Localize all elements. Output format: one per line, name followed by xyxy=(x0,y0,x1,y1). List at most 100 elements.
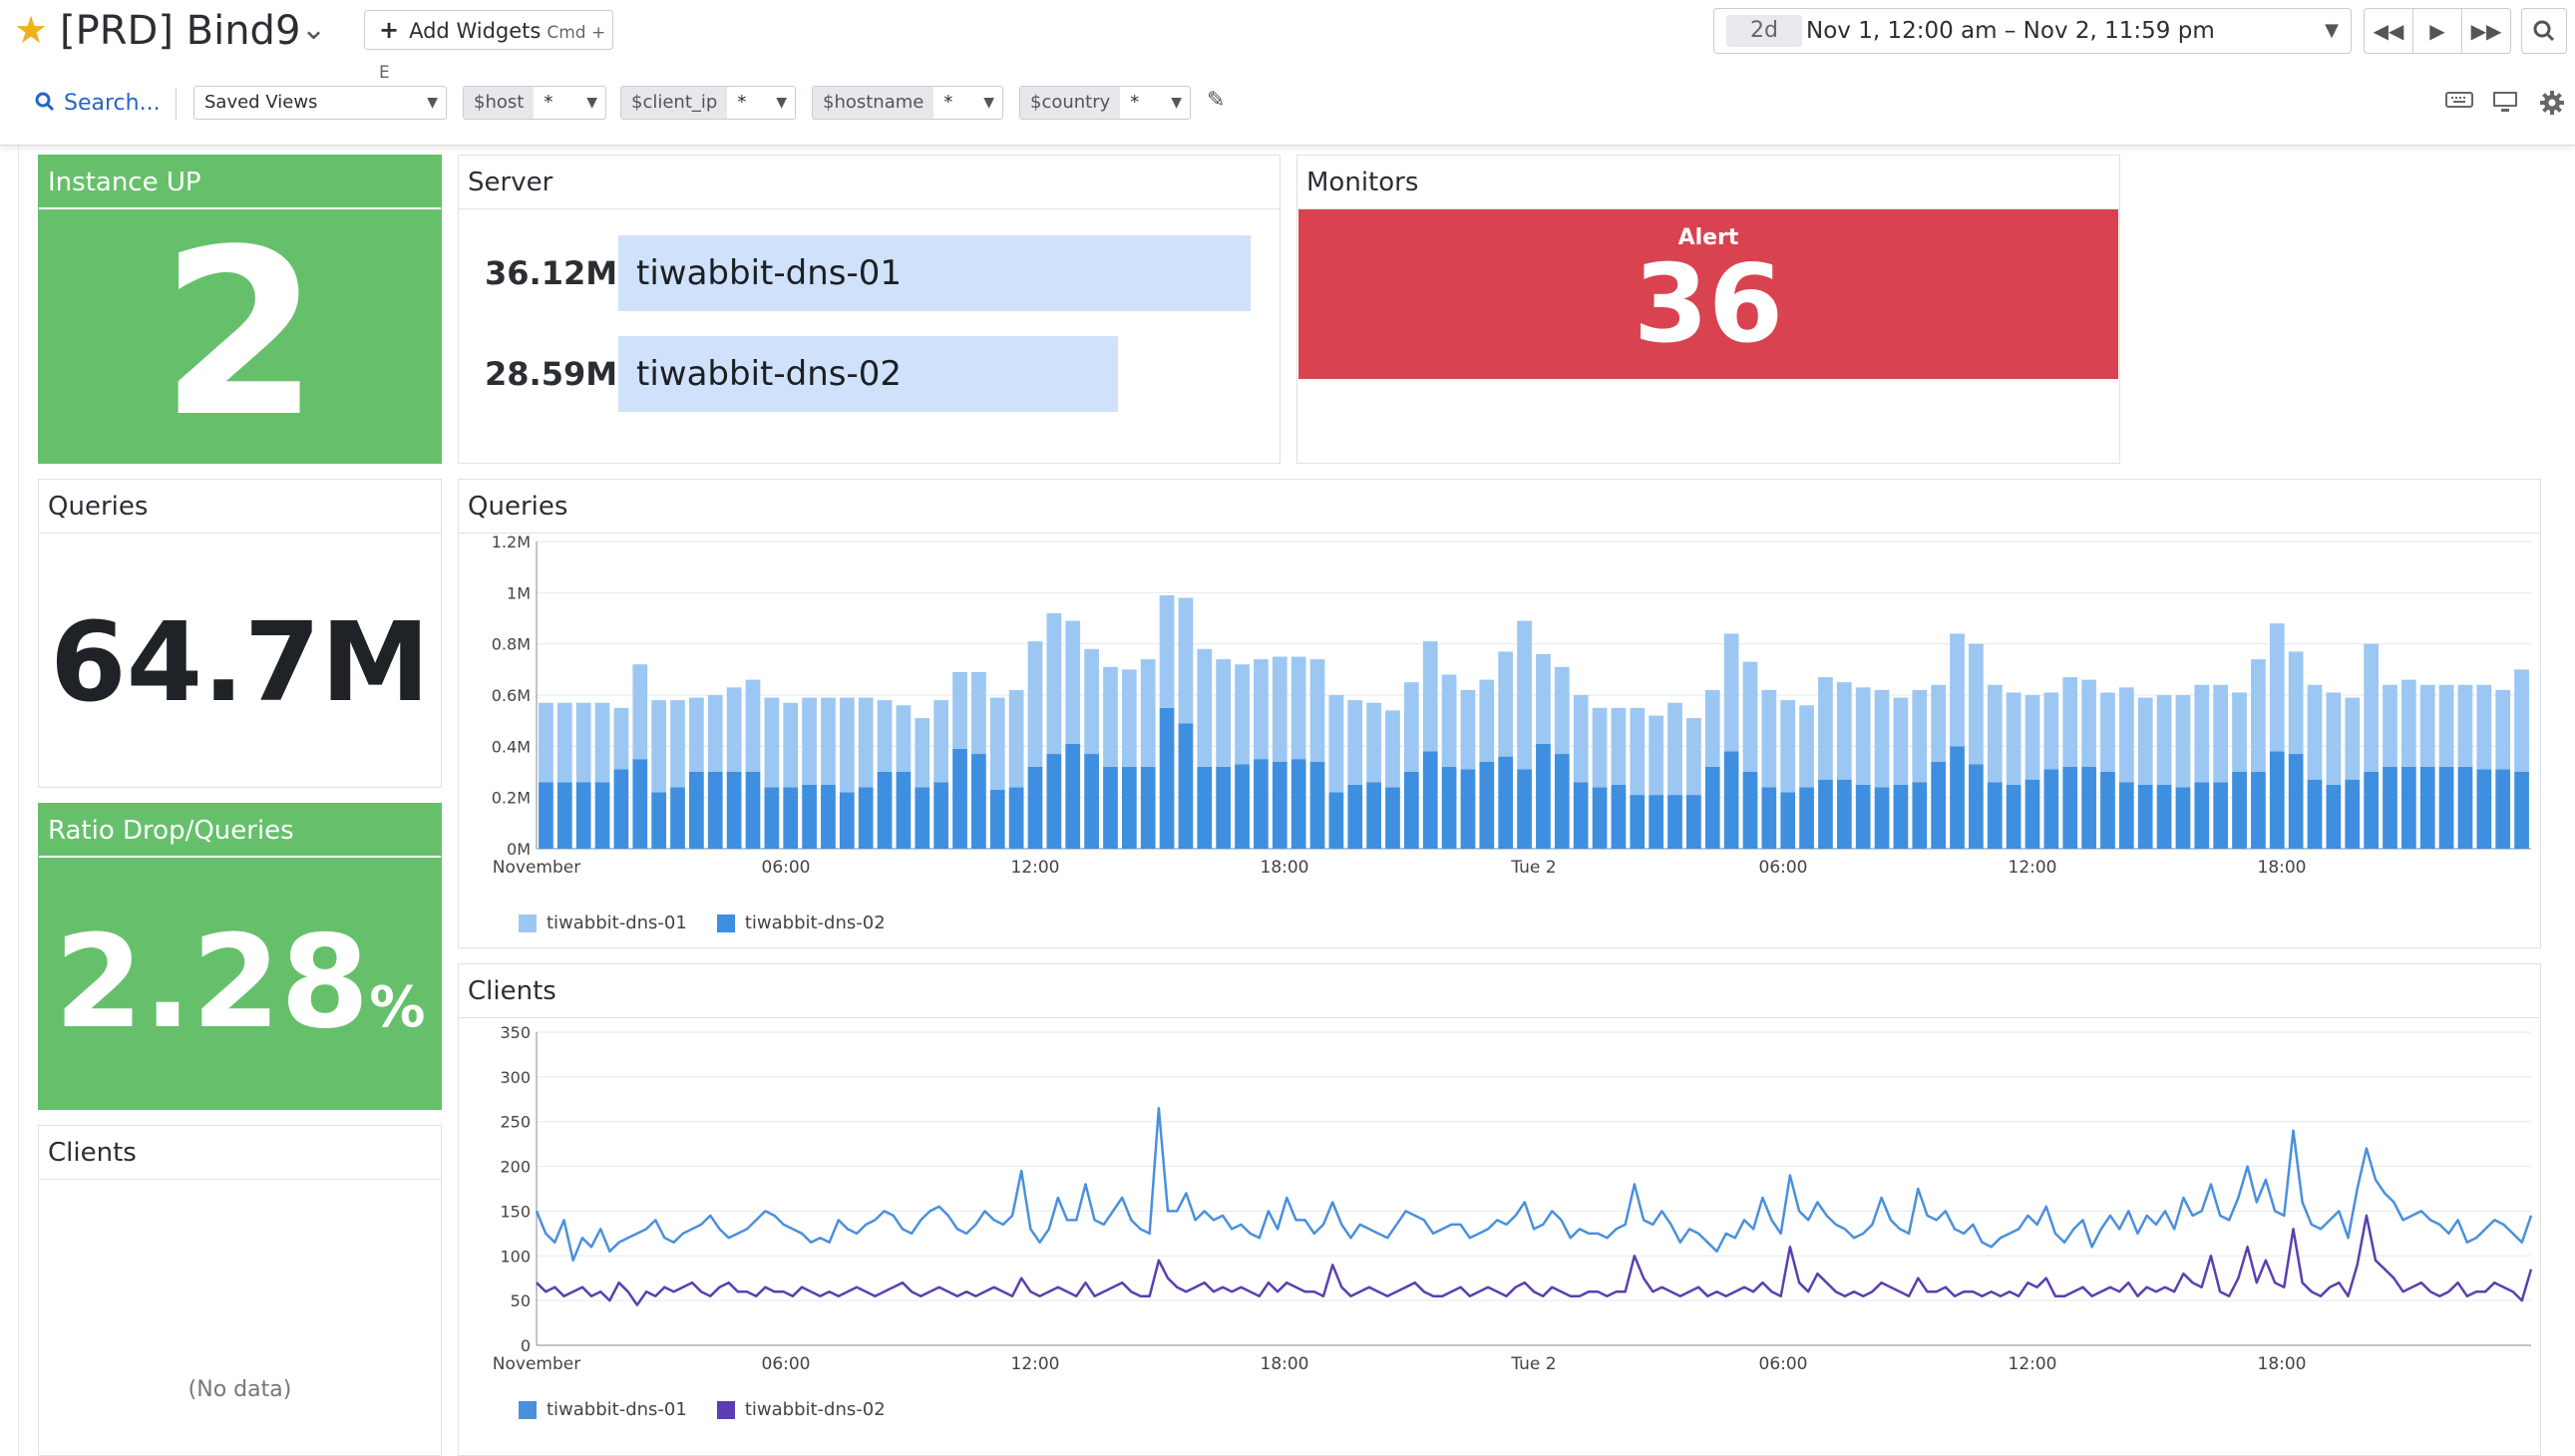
bar-dns-01[interactable] xyxy=(821,697,836,785)
widget-clients-chart[interactable]: Clients 0 50 100 150 200 250 300 350 November 06:… xyxy=(458,963,2541,1456)
bar-dns-02[interactable] xyxy=(2345,779,2361,849)
bar-dns-01[interactable] xyxy=(707,695,723,772)
bar-dns-01[interactable] xyxy=(632,664,648,760)
bar-dns-01[interactable] xyxy=(2438,684,2454,767)
widget-ratio-drop-queries[interactable]: Ratio Drop/Queries 2.28% xyxy=(38,803,442,1110)
bar-dns-02[interactable] xyxy=(1799,787,1814,849)
bar-dns-02[interactable] xyxy=(952,748,967,849)
bar-dns-01[interactable] xyxy=(1855,687,1871,785)
pencil-icon[interactable]: ✎ xyxy=(1207,88,1226,113)
bar-dns-02[interactable] xyxy=(1347,784,1363,849)
bar-dns-01[interactable] xyxy=(1667,702,1682,796)
legend-item[interactable]: tiwabbit-dns-02 xyxy=(716,912,886,933)
bar-dns-01[interactable] xyxy=(1328,695,1344,793)
bar-dns-01[interactable] xyxy=(1950,633,1965,747)
bar-dns-01[interactable] xyxy=(1140,659,1156,767)
legend-item[interactable]: tiwabbit-dns-02 xyxy=(716,1399,886,1420)
saved-views-select[interactable]: Saved Views ▼ xyxy=(193,86,447,120)
bar-dns-01[interactable] xyxy=(1460,689,1476,770)
bar-dns-02[interactable] xyxy=(802,784,817,849)
toplist-row[interactable]: 36.12M tiwabbit-dns-01 xyxy=(485,235,1263,311)
bar-dns-01[interactable] xyxy=(2156,695,2172,785)
bar-dns-01[interactable] xyxy=(1422,641,1438,752)
bar-dns-01[interactable] xyxy=(2043,692,2059,770)
bar-dns-02[interactable] xyxy=(2100,772,2115,849)
widget-server[interactable]: Server 36.12M tiwabbit-dns-01 28.59M tiw… xyxy=(458,155,1281,464)
bar-dns-02[interactable] xyxy=(2118,782,2134,849)
bar-dns-01[interactable] xyxy=(802,697,817,785)
bar-dns-02[interactable] xyxy=(2288,754,2304,849)
bar-dns-02[interactable] xyxy=(877,772,893,849)
bar-dns-02[interactable] xyxy=(971,754,986,849)
bar-dns-01[interactable] xyxy=(556,702,572,783)
bar-dns-02[interactable] xyxy=(1065,743,1081,849)
bar-dns-01[interactable] xyxy=(2024,695,2040,780)
bar-dns-01[interactable] xyxy=(1498,651,1514,757)
bar-dns-01[interactable] xyxy=(1178,597,1194,724)
monitor-alert-summary[interactable]: Alert 36 xyxy=(1298,209,2118,379)
template-var-country[interactable]: $country * ▼ xyxy=(1019,86,1191,120)
bar-dns-02[interactable] xyxy=(2326,784,2342,849)
bar-dns-01[interactable] xyxy=(1554,666,1570,755)
bar-dns-02[interactable] xyxy=(1140,766,1156,849)
bar-dns-02[interactable] xyxy=(821,784,836,849)
bar-dns-01[interactable] xyxy=(877,700,893,772)
bar-dns-02[interactable] xyxy=(1498,756,1514,849)
bar-dns-02[interactable] xyxy=(2137,784,2153,849)
bar-dns-02[interactable] xyxy=(858,787,874,849)
bar-dns-01[interactable] xyxy=(839,697,855,793)
bar-dns-01[interactable] xyxy=(1893,697,1909,785)
chevron-down-icon[interactable]: ⌄ xyxy=(301,12,327,47)
bar-dns-01[interactable] xyxy=(1874,689,1890,788)
widget-queries-chart[interactable]: Queries 0M 0.2M 0.4M 0.6M 0.8M 1M 1.2M November… xyxy=(458,479,2541,948)
bar-dns-01[interactable] xyxy=(651,700,666,793)
fast-forward-icon[interactable]: ▶▶ xyxy=(2461,8,2511,54)
bar-dns-02[interactable] xyxy=(1385,787,1400,849)
bar-dns-02[interactable] xyxy=(1216,766,1232,849)
bar-dns-01[interactable] xyxy=(2514,669,2529,772)
bar-dns-01[interactable] xyxy=(1216,659,1232,767)
play-icon[interactable]: ▶ xyxy=(2412,8,2462,54)
bar-dns-01[interactable] xyxy=(2326,692,2342,785)
bar-dns-02[interactable] xyxy=(1704,766,1720,849)
add-widgets-button[interactable]: + Add Widgets Cmd + E xyxy=(364,10,613,83)
bar-dns-01[interactable] xyxy=(1385,710,1400,788)
bar-dns-02[interactable] xyxy=(2307,779,2323,849)
bar-dns-01[interactable] xyxy=(1103,666,1118,767)
bar-dns-01[interactable] xyxy=(1084,648,1099,755)
bar-dns-02[interactable] xyxy=(1780,792,1796,849)
bar-dns-02[interactable] xyxy=(2438,766,2454,849)
template-var-host[interactable]: $host * ▼ xyxy=(463,86,606,120)
bar-dns-02[interactable] xyxy=(1667,795,1682,849)
bar-dns-01[interactable] xyxy=(539,702,553,783)
bar-dns-01[interactable] xyxy=(670,700,685,788)
bar-dns-02[interactable] xyxy=(2383,766,2397,849)
bar-dns-02[interactable] xyxy=(2476,769,2492,849)
bar-dns-02[interactable] xyxy=(783,787,799,849)
line-dns-02[interactable] xyxy=(536,1214,2533,1306)
bar-dns-02[interactable] xyxy=(1309,761,1325,849)
bar-dns-01[interactable] xyxy=(2457,684,2473,767)
bar-dns-02[interactable] xyxy=(1611,784,1627,849)
bar-dns-01[interactable] xyxy=(1780,700,1796,793)
rewind-icon[interactable]: ◀◀ xyxy=(2364,8,2413,54)
bar-dns-01[interactable] xyxy=(726,687,742,772)
bar-dns-02[interactable] xyxy=(1027,766,1043,849)
bar-dns-02[interactable] xyxy=(839,792,855,849)
bar-dns-02[interactable] xyxy=(2495,769,2511,849)
bar-dns-02[interactable] xyxy=(594,782,610,849)
bar-dns-02[interactable] xyxy=(1950,746,1965,849)
bar-dns-01[interactable] xyxy=(1723,633,1739,752)
template-var-hostname[interactable]: $hostname * ▼ xyxy=(812,86,1003,120)
bar-dns-01[interactable] xyxy=(1836,682,1852,780)
bar-dns-01[interactable] xyxy=(764,697,780,788)
bar-dns-02[interactable] xyxy=(2457,766,2473,849)
queries-bar-chart[interactable]: 0M 0.2M 0.4M 0.6M 0.8M 1M 1.2M November 06:00 12:… xyxy=(459,534,2540,903)
bar-dns-01[interactable] xyxy=(915,718,930,788)
bar-dns-02[interactable] xyxy=(1290,759,1306,849)
bar-dns-02[interactable] xyxy=(1893,784,1909,849)
bar-dns-02[interactable] xyxy=(1008,787,1024,849)
bar-dns-02[interactable] xyxy=(1536,743,1551,849)
bar-dns-01[interactable] xyxy=(2175,695,2191,788)
bar-dns-01[interactable] xyxy=(1969,643,1984,765)
